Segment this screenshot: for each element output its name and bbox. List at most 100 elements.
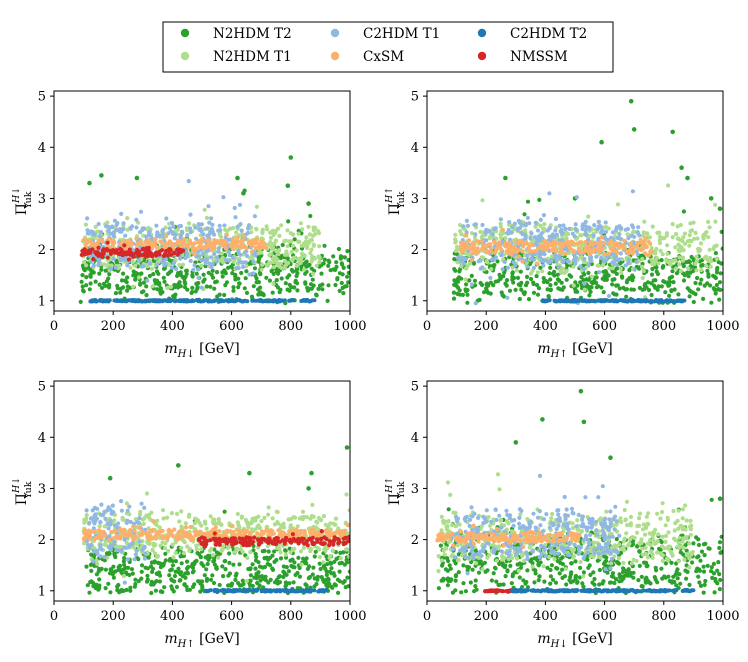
point-n2hdm_t2 [296, 555, 301, 560]
point-n2hdm_t2 [310, 572, 315, 577]
point-cxsm [206, 238, 211, 243]
point-n2hdm_t1 [328, 553, 333, 559]
point-cxsm [134, 236, 139, 241]
point-n2hdm_t1 [264, 263, 269, 268]
point-n2hdm_t2 [192, 582, 197, 587]
point-c2hdm_t1 [216, 249, 221, 254]
point-n2hdm_t2 [182, 279, 187, 285]
point-cxsm [540, 245, 545, 251]
point-n2hdm_t1 [128, 265, 133, 270]
point-cxsm [160, 240, 165, 245]
point-n2hdm_t1 [315, 520, 320, 525]
point-c2hdm_t1 [597, 270, 602, 275]
point-n2hdm_t2 [127, 572, 132, 578]
point-c2hdm_t2 [232, 299, 237, 304]
point-n2hdm_t2 [286, 569, 291, 574]
point-n2hdm_t1 [586, 214, 591, 219]
point-n2hdm_t2 [223, 567, 228, 572]
point-n2hdm_t1 [298, 549, 304, 554]
point-c2hdm_t2 [221, 299, 226, 304]
point-c2hdm_t1 [205, 226, 210, 231]
point-nmssm [172, 250, 177, 255]
point-n2hdm_t2 [182, 276, 187, 281]
point-c2hdm_t1 [95, 551, 100, 556]
point-c2hdm_t1 [216, 246, 221, 251]
point-n2hdm_t2 [171, 294, 176, 299]
point-c2hdm_t1 [169, 265, 174, 270]
point-n2hdm_t1 [105, 220, 110, 225]
point-c2hdm_t2 [267, 298, 272, 303]
point-n2hdm_t1 [282, 266, 287, 271]
point-c2hdm_t1 [154, 223, 159, 228]
legend-item-nmssm: NMSSM [477, 49, 568, 65]
point-n2hdm_t2 [701, 296, 706, 301]
point-n2hdm_t2 [610, 282, 615, 287]
point-cxsm [276, 528, 281, 533]
point-cxsm [216, 240, 221, 245]
point-n2hdm_t2 [697, 259, 703, 264]
point-cxsm [146, 242, 151, 247]
outlier-point-n2hdm_t2 [717, 206, 723, 211]
point-n2hdm_t1 [694, 254, 699, 259]
point-n2hdm_t2 [631, 287, 637, 292]
point-cxsm [502, 243, 507, 248]
point-n2hdm_t2 [557, 278, 562, 283]
point-n2hdm_t2 [281, 564, 286, 569]
point-c2hdm_t2 [590, 298, 595, 303]
point-c2hdm_t1 [553, 228, 558, 233]
point-n2hdm_t2 [484, 282, 489, 287]
point-n2hdm_t1 [306, 224, 311, 229]
point-c2hdm_t1 [519, 230, 524, 235]
point-n2hdm_t1 [610, 266, 615, 271]
point-n2hdm_t2 [472, 278, 478, 283]
point-n2hdm_t2 [322, 257, 327, 262]
point-n2hdm_t2 [221, 574, 226, 579]
point-cxsm [212, 245, 217, 250]
point-n2hdm_t1 [571, 283, 576, 288]
point-n2hdm_t1 [542, 222, 547, 227]
point-cxsm [188, 524, 193, 530]
point-c2hdm_t1 [560, 231, 565, 236]
point-n2hdm_t1 [317, 256, 322, 261]
legend-label-nmssm: NMSSM [510, 49, 568, 65]
point-c2hdm_t2 [112, 298, 117, 303]
point-c2hdm_t1 [98, 230, 104, 235]
point-c2hdm_t1 [84, 508, 89, 513]
point-c2hdm_t1 [599, 255, 604, 261]
point-c2hdm_t1 [239, 228, 244, 233]
point-c2hdm_t1 [134, 548, 139, 554]
point-n2hdm_t2 [270, 566, 275, 571]
point-n2hdm_t2 [157, 579, 162, 584]
point-n2hdm_t1 [249, 527, 254, 532]
point-n2hdm_t1 [487, 236, 492, 241]
point-n2hdm_t2 [287, 546, 292, 551]
point-n2hdm_t2 [253, 558, 259, 563]
point-cxsm [588, 240, 593, 245]
point-c2hdm_t1 [240, 260, 245, 265]
outlier-point-n2hdm_t2 [309, 470, 314, 476]
point-n2hdm_t2 [693, 280, 698, 286]
series-cxsm [458, 227, 655, 267]
point-n2hdm_t2 [210, 275, 216, 280]
point-cxsm [242, 234, 247, 239]
point-n2hdm_t2 [170, 558, 175, 564]
point-n2hdm_t1 [177, 262, 182, 268]
point-n2hdm_t1 [694, 268, 699, 273]
point-n2hdm_t2 [170, 586, 175, 592]
point-n2hdm_t2 [555, 272, 560, 277]
point-c2hdm_t1 [247, 223, 252, 228]
point-n2hdm_t2 [237, 583, 242, 588]
point-n2hdm_t2 [285, 275, 290, 280]
point-n2hdm_t1 [579, 233, 584, 238]
point-c2hdm_t1 [523, 236, 528, 241]
point-c2hdm_t1 [108, 507, 113, 512]
point-n2hdm_t2 [337, 288, 342, 293]
outlier-point-n2hdm_t2 [87, 180, 92, 186]
point-c2hdm_t1 [632, 234, 637, 239]
point-n2hdm_t2 [229, 581, 235, 586]
point-n2hdm_t2 [307, 564, 312, 569]
point-c2hdm_t1 [635, 252, 640, 257]
point-n2hdm_t2 [161, 275, 166, 280]
point-n2hdm_t2 [541, 279, 547, 284]
point-n2hdm_t2 [152, 559, 157, 564]
